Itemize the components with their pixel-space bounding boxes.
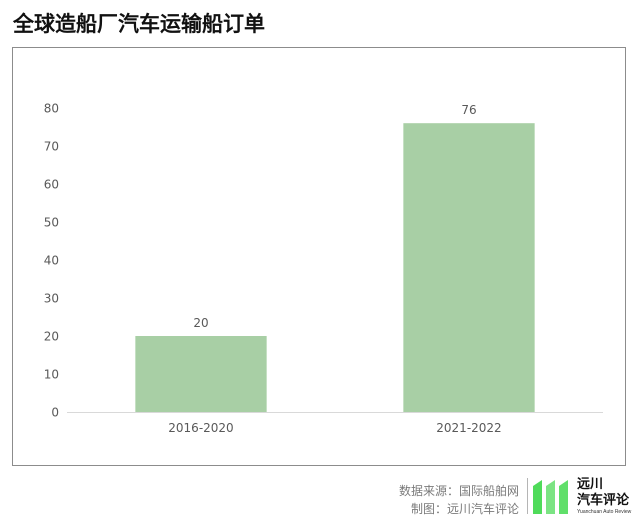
- chart-frame: 0 10 20 30 40 50 60 70 80 20 2016-2020 76 2021-2022: [12, 47, 626, 466]
- logo-name-line1: 远川: [577, 477, 604, 492]
- y-tick-label: 10: [44, 368, 59, 382]
- logo-mark-icon: [533, 480, 568, 514]
- y-tick-label: 80: [44, 102, 59, 116]
- footer-divider: [527, 478, 528, 514]
- y-tick-label: 50: [44, 216, 59, 230]
- bar-data-label: 20: [193, 316, 208, 330]
- chart-credit-note: 制图：远川汽车评论: [410, 502, 519, 516]
- data-source-note: 数据来源：国际船舶网: [398, 484, 519, 498]
- y-tick-label: 70: [44, 140, 59, 154]
- brand-logo: 远川 汽车评论 Yuanchuan Auto Review: [531, 476, 637, 518]
- x-tick-label: 2016-2020: [168, 421, 233, 435]
- bar: [403, 123, 535, 412]
- logo-name-line2: 汽车评论: [577, 493, 630, 508]
- x-tick-label: 2021-2022: [436, 421, 501, 435]
- bar-data-label: 76: [461, 103, 476, 117]
- y-tick-label: 30: [44, 292, 59, 306]
- y-tick-label: 20: [44, 330, 59, 344]
- y-tick-label: 0: [51, 406, 59, 420]
- logo-subtitle: Yuanchuan Auto Review: [577, 509, 632, 515]
- bar: [135, 336, 267, 412]
- bar-chart: 0 10 20 30 40 50 60 70 80 20 2016-2020 76 2021-2022: [44, 102, 603, 435]
- y-tick-label: 40: [44, 254, 59, 268]
- chart-title: 全球造船厂汽车运输船订单: [13, 12, 265, 36]
- y-tick-label: 60: [44, 178, 59, 192]
